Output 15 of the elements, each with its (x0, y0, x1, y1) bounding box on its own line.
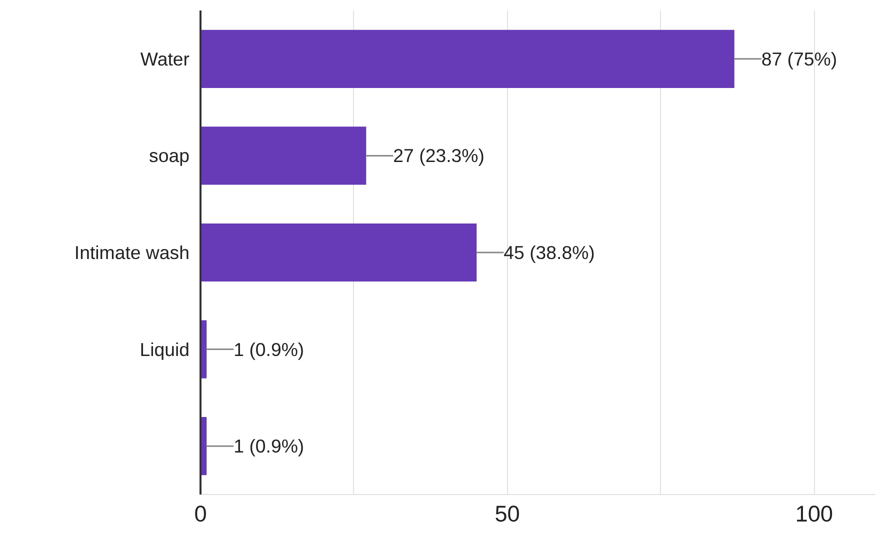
x-tick-label: 100 (795, 500, 834, 526)
bar (200, 223, 477, 282)
bar (200, 30, 734, 88)
data-label: 1 (0.9%) (234, 338, 304, 360)
data-label: 27 (23.3%) (393, 145, 484, 166)
data-label: 1 (0.9%) (234, 436, 304, 457)
y-tick-label: Water (140, 48, 190, 70)
y-tick-label: Liquid (140, 338, 190, 360)
y-tick-label: Intimate wash (74, 242, 190, 263)
y-tick-label: soap (149, 145, 190, 166)
data-label: 45 (38.8%) (504, 242, 595, 263)
bar (200, 126, 366, 185)
x-tick-label: 0 (194, 500, 207, 526)
data-label: 87 (75%) (761, 48, 838, 70)
x-tick-label: 50 (494, 500, 520, 526)
